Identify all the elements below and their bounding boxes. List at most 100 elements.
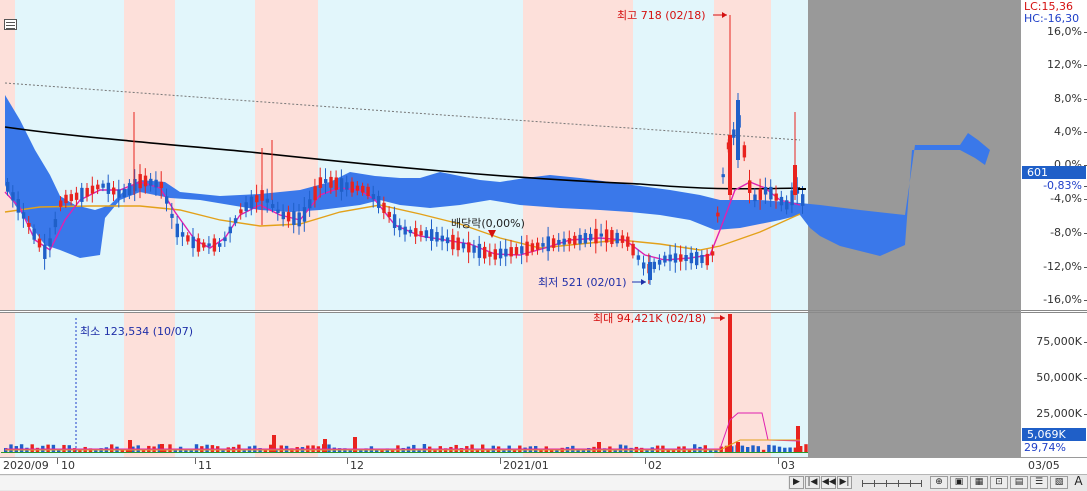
pin-icon[interactable]: ⊡ — [990, 476, 1008, 489]
candle-body — [451, 234, 455, 250]
candle-body — [6, 181, 10, 192]
candle-body — [483, 246, 487, 259]
future-area-volume — [808, 312, 1020, 457]
volume-bar — [141, 449, 146, 452]
volume-bar — [761, 449, 766, 452]
candle-body — [80, 187, 84, 202]
first-page-icon[interactable]: |◀ — [805, 476, 820, 489]
candle-body — [467, 242, 471, 253]
grid-icon[interactable] — [4, 19, 17, 30]
x-label: 12 — [350, 459, 364, 472]
candle-body — [286, 212, 291, 222]
text-icon[interactable]: A — [1074, 474, 1083, 488]
volume-bar — [375, 449, 379, 452]
candle-body — [774, 193, 778, 201]
zoom-in-icon[interactable]: ⊕ — [930, 476, 948, 489]
candle-body — [408, 229, 413, 234]
settings-icon[interactable]: ▤ — [1010, 476, 1028, 489]
candle-body — [350, 181, 354, 193]
volume-bar — [168, 444, 172, 452]
band — [175, 313, 255, 457]
candle-body — [684, 254, 688, 262]
candle-body — [85, 187, 89, 197]
volume-bar — [539, 449, 543, 452]
current-marker — [798, 188, 806, 190]
candle-body — [557, 239, 561, 245]
horizontal-scrollbar[interactable] — [0, 476, 788, 490]
chart-type-icon[interactable]: ▦ — [970, 476, 988, 489]
volume-bar — [728, 314, 732, 452]
candle-body — [668, 254, 672, 262]
band — [771, 0, 808, 310]
candle-body — [551, 238, 556, 248]
candle-body — [112, 187, 116, 195]
volume-bar — [597, 442, 601, 452]
prev-page-icon[interactable]: ◀◀ — [821, 476, 836, 489]
ichimoku-cloud — [5, 95, 990, 258]
volume-bar — [110, 444, 114, 452]
scroll-right-icon[interactable]: ▶ — [789, 476, 804, 489]
candle-body — [74, 192, 79, 200]
candle-body — [445, 237, 450, 244]
volume-bar — [693, 444, 697, 452]
band — [175, 0, 255, 310]
candle-body — [567, 238, 572, 244]
list-icon[interactable]: ☰ — [1030, 476, 1048, 489]
candle-body — [271, 204, 275, 208]
candle-body — [212, 238, 217, 252]
axis-tick: -12,0% — [1043, 260, 1087, 273]
candle-body — [636, 255, 641, 260]
volume-bar — [390, 449, 395, 452]
candle-body — [657, 259, 662, 265]
axis-tick: 12,0% — [1047, 58, 1087, 71]
volume-bar — [475, 449, 480, 452]
volume-bar — [353, 437, 357, 452]
x-label: 10 — [61, 459, 75, 472]
vol-max-arrow-head — [720, 315, 725, 321]
candle-body — [779, 196, 784, 206]
candle-body — [753, 194, 757, 202]
candle-body — [525, 241, 529, 256]
zoom-out-icon[interactable]: ▣ — [950, 476, 968, 489]
candle-body — [96, 184, 100, 190]
candle-body — [728, 135, 732, 195]
x-label-right: 03/05 — [1028, 459, 1060, 472]
candle-body — [355, 185, 360, 191]
stock-chart[interactable]: 최고 718 (02/18) 최저 521 (02/01) 배당락(0,00%)… — [0, 0, 1020, 457]
candle-body — [430, 229, 434, 241]
candle-body — [578, 234, 582, 244]
candle-body — [48, 238, 52, 247]
volume-bar — [767, 444, 771, 452]
candle-body — [276, 209, 280, 213]
candle-body — [191, 236, 195, 249]
volume-bar — [470, 444, 474, 452]
candle-body — [435, 232, 439, 242]
background-bands — [0, 0, 808, 457]
candle-body — [589, 233, 593, 241]
candle-body — [127, 183, 132, 196]
candle-body — [721, 174, 725, 178]
candle-body — [520, 246, 524, 254]
volume-bar — [128, 440, 132, 452]
band — [318, 313, 378, 457]
candle-body — [477, 243, 482, 258]
volume-bar — [736, 442, 740, 452]
x-label: 2021/01 — [503, 459, 549, 472]
band — [255, 0, 318, 310]
axis-tick: -4,0% — [1050, 192, 1087, 205]
candle-body — [371, 194, 376, 200]
candle-body — [509, 247, 513, 257]
volume-bar — [788, 447, 792, 452]
candle-body — [387, 211, 391, 218]
price-axis: LC:15,36 HC:-16,30 16,0% 12,0% 8,0% 4,0%… — [1020, 0, 1087, 457]
volume-bar — [666, 449, 670, 452]
candle-body — [244, 202, 248, 211]
zoom-slider-icon[interactable] — [862, 478, 922, 487]
export-icon[interactable]: ▧ — [1050, 476, 1068, 489]
volume-bar — [756, 446, 760, 452]
candle-body — [461, 242, 466, 249]
candle-body — [732, 129, 736, 138]
candle-body — [329, 176, 333, 188]
next-page-icon[interactable]: ▶| — [837, 476, 852, 489]
candle-body — [101, 183, 105, 188]
